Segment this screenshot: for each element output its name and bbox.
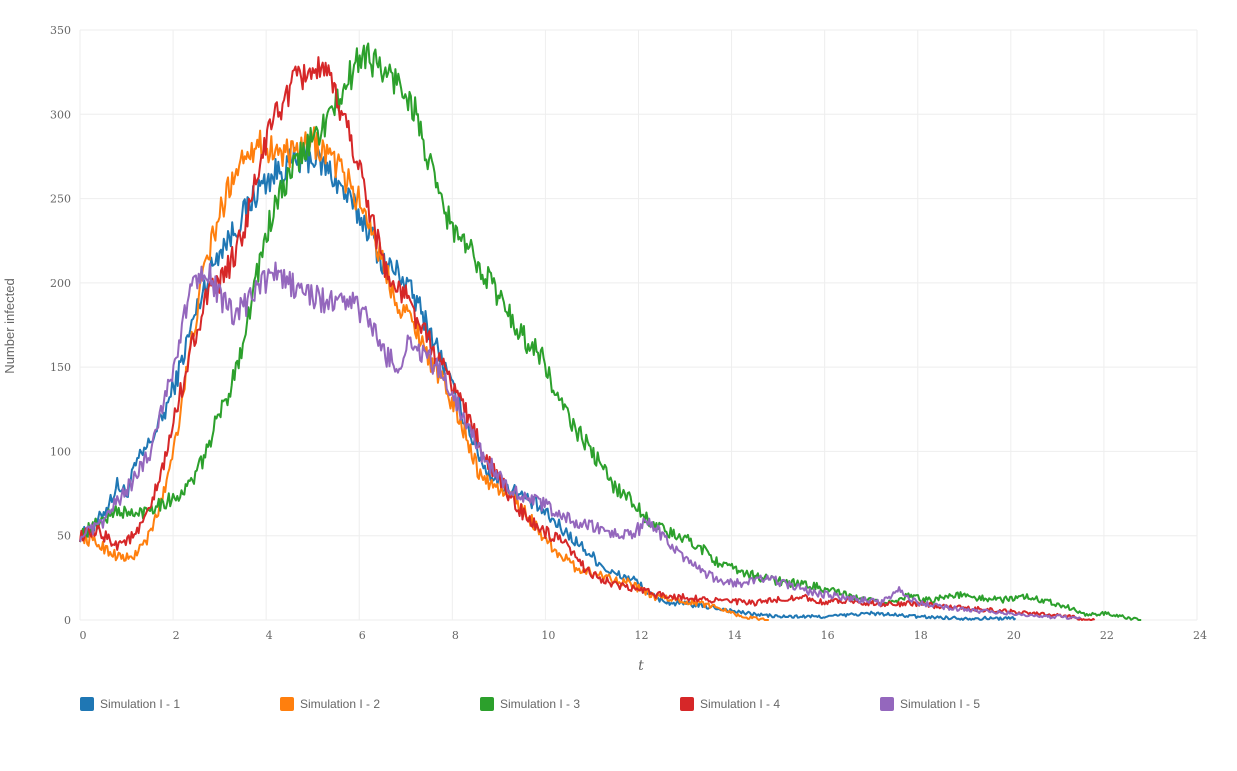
x-tick-label: 20: [1007, 629, 1021, 642]
line-chart: 0 2 4 6 8 10 12 14 16 18 20 22 24 050100150200250300…: [2, 24, 1208, 674]
legend-label: Simulation I - 4: [700, 697, 781, 711]
series-line-1: [79, 143, 1017, 621]
y-tick-label: 50: [57, 530, 71, 543]
legend-swatch: [480, 697, 494, 711]
series-lines: [79, 42, 1142, 621]
legend-label: Simulation I - 5: [900, 697, 981, 711]
legend-label: Simulation I - 2: [300, 697, 381, 711]
x-tick-label: 10: [541, 629, 555, 642]
x-tick-label: 8: [452, 629, 459, 642]
y-tick-label: 0: [64, 614, 71, 627]
grid-lines: [79, 29, 1198, 621]
x-tick-label: 16: [821, 629, 835, 642]
legend-label: Simulation I - 3: [500, 697, 581, 711]
legend-item[interactable]: Simulation I - 3: [480, 695, 580, 713]
x-tick-label: 22: [1100, 629, 1114, 642]
x-tick-label: 14: [728, 629, 742, 642]
legend-item[interactable]: Simulation I - 4: [680, 695, 780, 713]
x-tick-label: 2: [173, 629, 180, 642]
y-tick-label: 250: [50, 193, 71, 206]
x-tick-label: 6: [359, 629, 366, 642]
y-tick-label: 150: [50, 361, 71, 374]
legend-label: Simulation I - 1: [100, 697, 181, 711]
legend-swatch: [680, 697, 694, 711]
x-tick-label: 0: [80, 629, 87, 642]
x-axis-label: t: [638, 658, 644, 674]
y-axis-label: Number infected: [2, 278, 17, 373]
legend-item[interactable]: Simulation I - 1: [80, 695, 180, 713]
x-tick-label: 18: [914, 629, 928, 642]
x-tick-label: 24: [1193, 629, 1207, 642]
legend-item[interactable]: Simulation I - 5: [880, 695, 980, 713]
y-tick-label: 300: [50, 108, 71, 121]
y-tick-label: 100: [50, 445, 71, 458]
legend-swatch: [280, 697, 294, 711]
series-line-3: [79, 42, 1142, 621]
y-tick-label: 350: [50, 24, 71, 37]
series-line-2: [79, 126, 769, 621]
x-tick-label: 4: [266, 629, 273, 642]
legend-swatch: [80, 697, 94, 711]
y-tick-label: 200: [50, 277, 71, 290]
x-tick-label: 12: [635, 629, 649, 642]
legend-swatch: [880, 697, 894, 711]
legend-item[interactable]: Simulation I - 2: [280, 695, 380, 713]
legend: Simulation I - 1 Simulation I - 2 Simulati…: [80, 695, 1180, 715]
series-line-5: [79, 261, 1082, 620]
y-tick-labels: 0 50 100 150 200 250 300 350: [50, 24, 71, 627]
x-tick-labels: 0 2 4 6 8 10 12 14 16 18 20 22 24: [80, 629, 1208, 642]
